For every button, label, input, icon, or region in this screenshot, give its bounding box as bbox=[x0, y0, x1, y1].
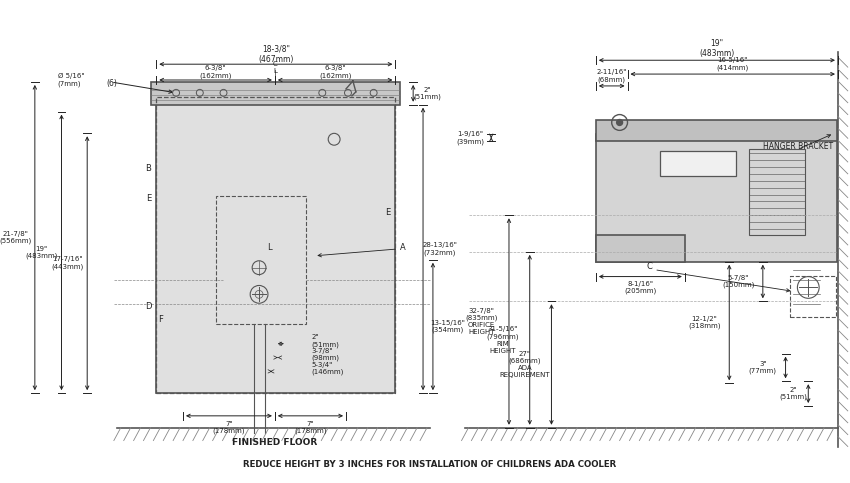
Text: 8-1/16"
(205mm): 8-1/16" (205mm) bbox=[624, 281, 656, 294]
Text: 5-3/4"
(146mm): 5-3/4" (146mm) bbox=[311, 362, 343, 375]
Text: 17-7/16"
(443mm): 17-7/16" (443mm) bbox=[51, 256, 83, 270]
Text: 3"
(77mm): 3" (77mm) bbox=[749, 361, 777, 374]
Text: 32-7/8"
(835mm)
ORIFICE
HEIGHT: 32-7/8" (835mm) ORIFICE HEIGHT bbox=[465, 308, 497, 335]
Text: 7"
(178mm): 7" (178mm) bbox=[294, 421, 326, 434]
Text: D: D bbox=[145, 302, 151, 311]
Text: (6): (6) bbox=[106, 79, 116, 88]
Text: 2-11/16"
(68mm): 2-11/16" (68mm) bbox=[597, 69, 627, 83]
Text: FINISHED FLOOR: FINISHED FLOOR bbox=[232, 438, 318, 447]
Text: 6-3/8"
(162mm): 6-3/8" (162mm) bbox=[319, 65, 351, 79]
Text: 27"
(686mm)
ADA
REQUIREMENT: 27" (686mm) ADA REQUIREMENT bbox=[500, 351, 550, 378]
Text: 5-7/8"
(150mm): 5-7/8" (150mm) bbox=[722, 275, 754, 288]
Text: E: E bbox=[385, 208, 390, 217]
Text: 2"
(51mm): 2" (51mm) bbox=[311, 334, 339, 348]
Text: Ø 5/16"
(7mm): Ø 5/16" (7mm) bbox=[58, 73, 84, 87]
Text: 2"
(51mm): 2" (51mm) bbox=[779, 387, 808, 400]
Text: 12-1/2"
(318mm): 12-1/2" (318mm) bbox=[688, 316, 721, 329]
Text: L: L bbox=[268, 243, 272, 253]
Bar bbox=[596, 235, 685, 262]
Text: C
L: C L bbox=[273, 61, 277, 73]
Text: HANGER BRACKET: HANGER BRACKET bbox=[762, 142, 833, 151]
Text: 6-3/8"
(162mm): 6-3/8" (162mm) bbox=[200, 65, 232, 79]
Text: F: F bbox=[158, 314, 162, 324]
Text: 2"
(51mm): 2" (51mm) bbox=[413, 86, 441, 100]
Text: 19"
(483mm): 19" (483mm) bbox=[700, 39, 734, 58]
Text: 13-15/16"
(354mm): 13-15/16" (354mm) bbox=[430, 320, 465, 333]
Bar bbox=[156, 97, 395, 393]
Text: C: C bbox=[646, 262, 652, 271]
Bar bbox=[749, 149, 805, 235]
Bar bbox=[596, 134, 837, 262]
Text: 21-7/8"
(556mm): 21-7/8" (556mm) bbox=[0, 231, 31, 244]
Bar bbox=[596, 119, 837, 141]
Bar bbox=[216, 196, 307, 324]
Bar bbox=[151, 82, 400, 105]
Text: 31-5/16"
(796mm)
RIM
HEIGHT: 31-5/16" (796mm) RIM HEIGHT bbox=[487, 326, 519, 354]
Text: 16-5/16"
(414mm): 16-5/16" (414mm) bbox=[717, 57, 749, 71]
Circle shape bbox=[616, 119, 622, 126]
Text: 28-13/16"
(732mm): 28-13/16" (732mm) bbox=[422, 242, 457, 256]
Text: B: B bbox=[145, 164, 151, 173]
Text: 7"
(178mm): 7" (178mm) bbox=[212, 421, 245, 434]
Text: 19"
(483mm): 19" (483mm) bbox=[26, 246, 58, 259]
Text: 3-7/8"
(98mm): 3-7/8" (98mm) bbox=[311, 348, 339, 361]
Text: 18-3/8"
(467mm): 18-3/8" (467mm) bbox=[258, 44, 293, 64]
Bar bbox=[660, 151, 736, 176]
Text: REDUCE HEIGHT BY 3 INCHES FOR INSTALLATION OF CHILDRENS ADA COOLER: REDUCE HEIGHT BY 3 INCHES FOR INSTALLATI… bbox=[243, 460, 616, 469]
Text: E: E bbox=[146, 194, 151, 203]
Bar bbox=[790, 276, 836, 317]
Text: 1-9/16"
(39mm): 1-9/16" (39mm) bbox=[456, 131, 484, 144]
Bar bbox=[156, 97, 395, 393]
Text: A: A bbox=[400, 243, 406, 253]
